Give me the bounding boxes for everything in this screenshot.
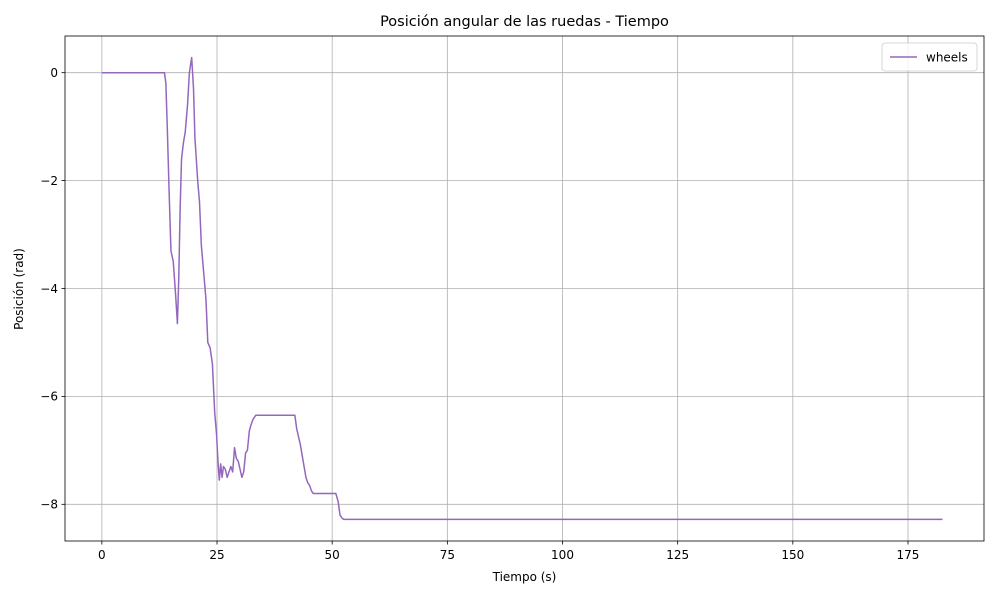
plot-area: 0 25 50 75 100 125 150 175 0 −2 −4 −6 −8: [40, 35, 985, 562]
axes-frame: [64, 35, 985, 542]
y-tick-label: −4: [40, 282, 58, 296]
y-tick-label: −6: [40, 390, 58, 404]
x-tick-label: 175: [897, 548, 920, 562]
x-tick-label: 150: [781, 548, 804, 562]
y-tick-label: −8: [40, 498, 58, 512]
x-axis-label: Tiempo (s): [492, 570, 557, 584]
y-tick-label: 0: [50, 66, 58, 80]
legend-label: wheels: [926, 50, 968, 64]
x-tick-label: 50: [325, 548, 340, 562]
x-tick-label: 125: [666, 548, 689, 562]
legend-box: [881, 42, 978, 72]
legend: wheels: [881, 42, 978, 72]
x-tick-label: 0: [98, 548, 106, 562]
chart-title: Posición angular de las ruedas - Tiempo: [380, 14, 669, 30]
x-tick-label: 25: [209, 548, 224, 562]
y-tick-label: −2: [40, 174, 58, 188]
x-tick-label: 100: [551, 548, 574, 562]
y-axis-label: Posición (rad): [12, 248, 26, 330]
x-tick-label: 75: [440, 548, 455, 562]
series-line-wheels: [101, 56, 943, 521]
